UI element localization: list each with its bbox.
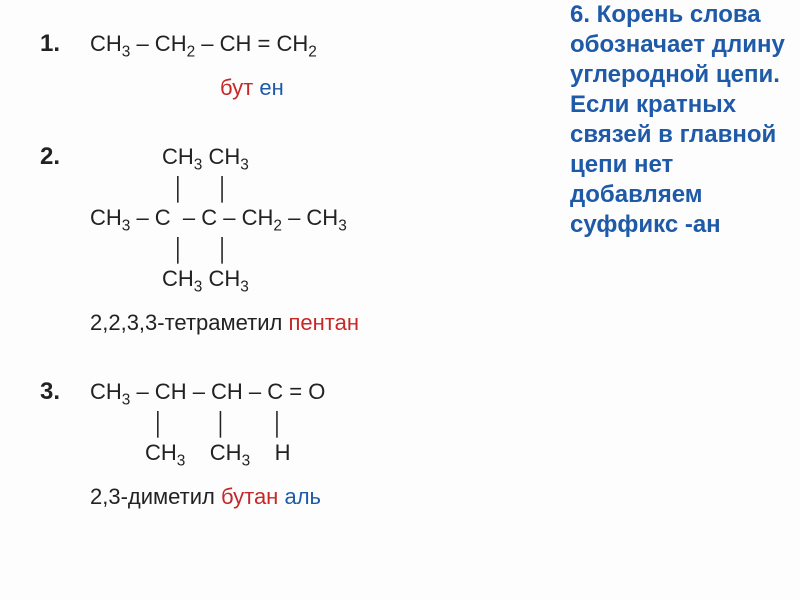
compound-name: 2,3-диметил бутан аль <box>90 483 325 512</box>
formula-block: СН3 – СН – СН – С = О│ │ │СН3 СН3 Н 2,3-д… <box>90 378 325 512</box>
compound-name: 2,2,3,3-тетраметил пентан <box>90 309 359 338</box>
example-2: 2.СН3 СН3│ │СН3 – С – С – СН2 – СН3│ │СН… <box>40 143 550 338</box>
formula-line: │ │ <box>90 175 359 204</box>
formula-line: СН3 СН3 <box>90 143 359 175</box>
rule-text: 6. Корень слова обозначает длину углерод… <box>570 0 785 240</box>
name-part: аль <box>284 484 321 509</box>
main-content: 1.СН3 – СН2 – СН = СН2бут ен 2.СН3 СН3│ … <box>0 0 570 600</box>
example-3: 3.СН3 – СН – СН – С = О│ │ │СН3 СН3 Н 2,3… <box>40 378 550 512</box>
name-part: бут <box>220 75 253 100</box>
name-part: 2,2,3,3-тетраметил <box>90 310 282 335</box>
formula-line: │ │ <box>90 236 359 265</box>
example-number: 1. <box>40 30 90 58</box>
formula-line: СН3 СН3 Н <box>90 439 325 471</box>
formula-line: СН3 – С – С – СН2 – СН3 <box>90 204 359 236</box>
name-part: пентан <box>288 310 359 335</box>
formula-line: СН3 – СН – СН – С = О <box>90 378 325 410</box>
formula-block: СН3 СН3│ │СН3 – С – С – СН2 – СН3│ │СН3 … <box>90 143 359 338</box>
name-part: 2,3-диметил <box>90 484 215 509</box>
example-number: 2. <box>40 143 90 171</box>
formula-block: СН3 – СН2 – СН = СН2 бут ен <box>90 30 317 103</box>
example-number: 3. <box>40 378 90 406</box>
sidebar: 6. Корень слова обозначает длину углерод… <box>570 0 800 600</box>
examples-list: 1.СН3 – СН2 – СН = СН2бут ен 2.СН3 СН3│ … <box>40 30 550 512</box>
name-part: бутан <box>221 484 278 509</box>
formula-line: СН3 – СН2 – СН = СН2 <box>90 30 317 62</box>
name-part: ен <box>259 75 283 100</box>
compound-name: бут ен <box>90 74 317 103</box>
example-1: 1.СН3 – СН2 – СН = СН2 бут ен <box>40 30 550 103</box>
formula-line: │ │ │ <box>90 410 325 439</box>
formula-line: СН3 СН3 <box>90 265 359 297</box>
